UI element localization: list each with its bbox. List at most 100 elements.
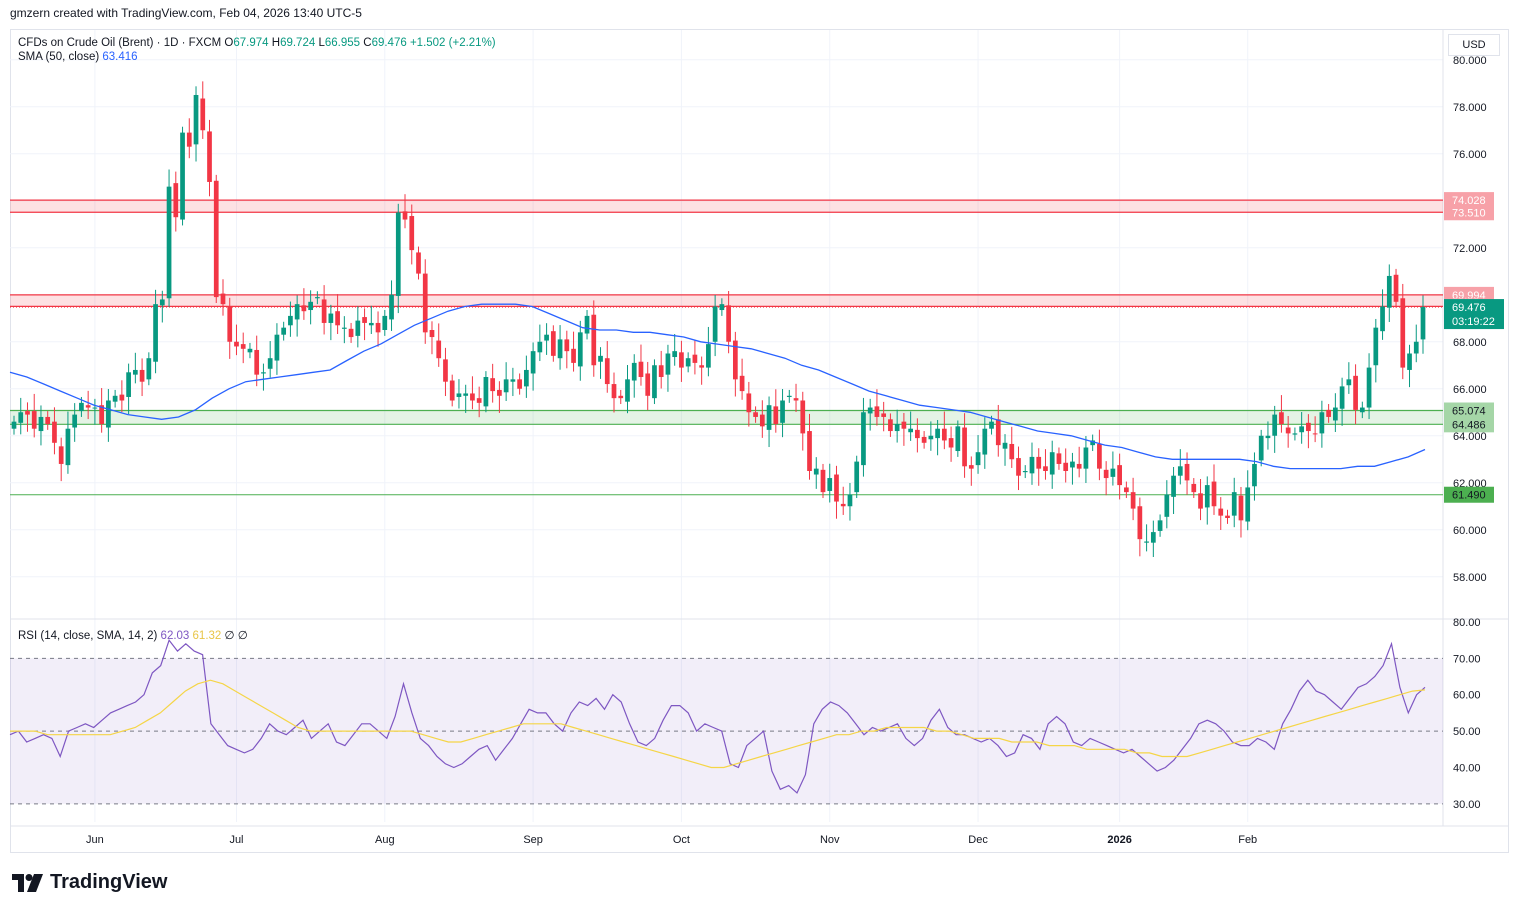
tradingview-logo-icon (12, 873, 43, 892)
candle (894, 424, 900, 432)
candle (712, 306, 718, 342)
candle (699, 365, 705, 368)
rsi-value: 62.03 (160, 630, 190, 642)
candle (672, 351, 678, 358)
candle (308, 301, 313, 311)
candle (368, 322, 374, 326)
open-value: 67.974 (233, 37, 269, 49)
rsi-tick-label: 50.00 (1453, 726, 1481, 738)
candle (834, 474, 839, 502)
candle (38, 416, 44, 432)
rsi-sma-line (10, 679, 1426, 769)
candle (180, 132, 185, 220)
price-tick-label: 78.000 (1453, 102, 1487, 114)
candle (45, 416, 51, 424)
candle (1076, 463, 1082, 469)
candle (25, 411, 30, 415)
candle (1279, 412, 1284, 424)
candle (1083, 447, 1089, 469)
currency-selector[interactable]: USD (1448, 34, 1500, 56)
candle (470, 393, 475, 401)
candle (1063, 462, 1069, 471)
candle (1258, 435, 1264, 461)
candle (1204, 485, 1210, 508)
candle (476, 398, 482, 403)
candle (382, 315, 388, 330)
chart-frame (10, 29, 1509, 853)
candle (389, 294, 394, 320)
candle (139, 369, 145, 382)
candle (294, 304, 300, 320)
high-label: H (271, 37, 281, 49)
candle (861, 412, 866, 466)
candle (739, 375, 745, 392)
candle (436, 340, 442, 359)
chart-header: gmzern created with TradingView.com, Feb… (10, 6, 362, 20)
time-tick-label: Sep (523, 834, 543, 846)
candle (1211, 481, 1217, 507)
candle (840, 503, 846, 507)
candle (577, 332, 583, 367)
candle (186, 132, 192, 147)
countdown-badge: 03:19:22 (1452, 316, 1495, 328)
candle (706, 344, 711, 368)
time-tick-label: Oct (673, 834, 690, 846)
rsi-sma-value: 61.32 (192, 630, 222, 642)
candle (1231, 492, 1237, 516)
candle (1272, 414, 1278, 436)
support-top-badge: 65.074 (1452, 406, 1486, 418)
resistance-top-badge: 74.028 (1452, 195, 1486, 207)
candle (247, 348, 253, 353)
price-tick-label: 72.000 (1453, 243, 1487, 255)
candle (1043, 466, 1048, 471)
candle (65, 428, 71, 466)
candle (1393, 274, 1399, 302)
candle (982, 428, 988, 455)
candle (1137, 506, 1143, 540)
candle (1150, 532, 1156, 543)
candle (173, 183, 179, 218)
open-label: O (224, 37, 234, 49)
candle (159, 299, 165, 306)
candle (1117, 465, 1122, 486)
rsi-tick-label: 80.00 (1453, 617, 1481, 629)
candle (1285, 427, 1291, 434)
candle (11, 421, 17, 429)
support-line-badge: 61.490 (1452, 490, 1486, 502)
candle (550, 331, 556, 356)
change-value: +1.502 (+2.21%) (409, 37, 496, 49)
candle (571, 348, 576, 363)
candle (1036, 456, 1042, 469)
candle (483, 377, 489, 407)
price-tick-label: 80.000 (1453, 55, 1487, 67)
price-tick-label: 58.000 (1453, 572, 1487, 584)
candle (443, 359, 448, 382)
candle (780, 400, 785, 423)
candle (416, 252, 421, 274)
candle (1225, 515, 1230, 518)
sma-line (9, 303, 1426, 470)
candle (955, 426, 961, 452)
candle (1097, 443, 1102, 469)
candle (631, 362, 637, 381)
candle (1144, 541, 1149, 543)
candle (530, 351, 536, 374)
candle (1386, 275, 1392, 308)
sma-legend: SMA (50, close) 63.416 (18, 51, 138, 63)
rsi-tick-label: 30.00 (1453, 799, 1481, 811)
candle (537, 341, 543, 353)
candle (79, 402, 84, 412)
close-value: 69.476 (371, 37, 407, 49)
candle (1124, 487, 1129, 493)
candle (1265, 435, 1271, 439)
candle (1413, 341, 1419, 354)
candle (112, 395, 118, 402)
candle (1198, 493, 1203, 509)
candle (604, 358, 610, 385)
candle (1407, 353, 1412, 370)
candle (995, 419, 1001, 446)
tradingview-logo[interactable]: TradingView (12, 871, 167, 894)
candle (1400, 298, 1406, 368)
candle (166, 186, 172, 299)
